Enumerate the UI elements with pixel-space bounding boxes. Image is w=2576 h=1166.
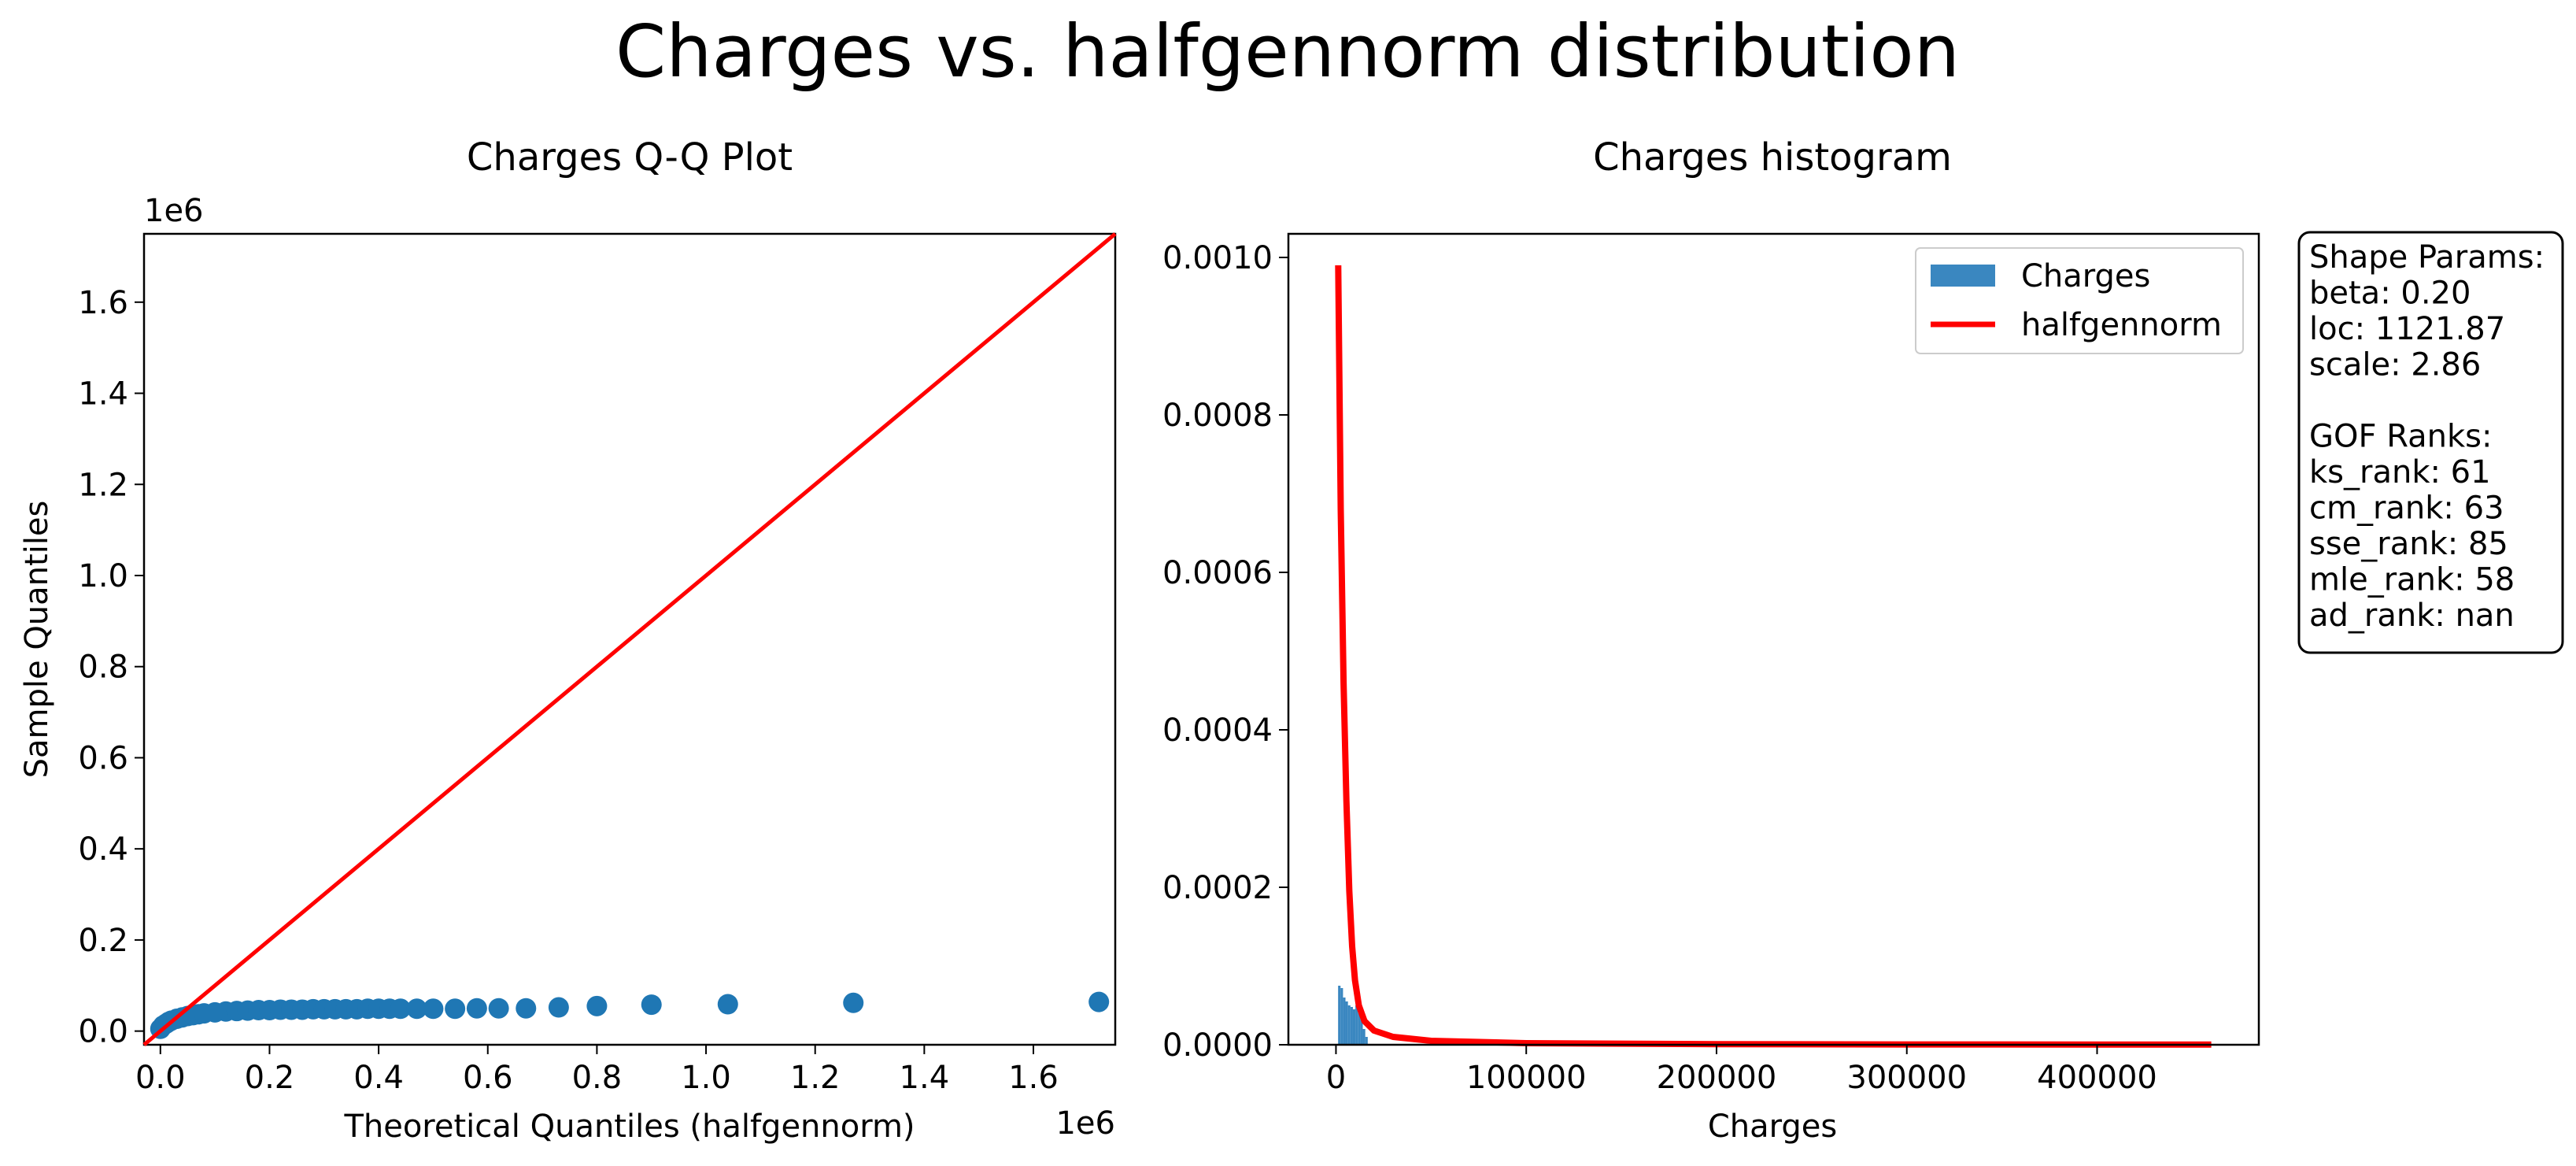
histogram-x-tick-label: 400000	[2037, 1060, 2157, 1096]
qq-y-tick-label: 0.6	[78, 740, 128, 776]
qq-x-tick-label: 0.0	[135, 1060, 186, 1096]
qq-x-tick-label: 0.6	[463, 1060, 513, 1096]
histogram-x-tick-label: 100000	[1466, 1060, 1587, 1096]
legend-label-charges: Charges	[2021, 258, 2150, 294]
params-line: loc: 1121.87	[2309, 311, 2505, 347]
qq-x-offset-label: 1e6	[1055, 1105, 1115, 1142]
histogram-bar	[1338, 986, 1341, 1045]
histogram-x-tick-label: 300000	[1846, 1060, 1967, 1096]
qq-x-tick-label: 0.2	[245, 1060, 295, 1096]
histogram-frame	[1287, 232, 2260, 1046]
histogram-x-ticks: 0 100000 200000 300000 400000	[1326, 1045, 2157, 1096]
qq-y-tick-label: 0.4	[78, 831, 128, 868]
histogram-bar	[1365, 1037, 1368, 1045]
histogram-bar	[1345, 1001, 1348, 1045]
histogram-bar	[1360, 1017, 1363, 1045]
qq-point	[843, 992, 864, 1013]
qq-point	[586, 995, 608, 1016]
params-line: beta: 0.20	[2309, 276, 2471, 312]
qq-x-tick-label: 1.6	[1008, 1060, 1059, 1096]
qq-point	[406, 998, 427, 1020]
qq-point	[445, 998, 466, 1020]
qq-plot-frame	[142, 232, 1117, 1046]
histogram-y-ticks: 0.0000 0.0002 0.0004 0.0006 0.0008 0.0010	[1162, 240, 1288, 1064]
qq-point	[390, 998, 411, 1020]
qq-y-tick-label: 1.0	[78, 558, 128, 594]
qq-y-tick-label: 1.2	[78, 467, 128, 503]
qq-point	[423, 998, 444, 1020]
qq-x-tick-label: 1.0	[681, 1060, 731, 1096]
histogram-legend: Charges halfgennorm	[1915, 247, 2244, 354]
histogram-bar	[1347, 1005, 1351, 1045]
params-line: Shape Params:	[2309, 239, 2545, 276]
histogram-y-tick-label: 0.0008	[1162, 398, 1273, 434]
histogram-x-tick-label: 0	[1326, 1060, 1346, 1096]
params-box-frame	[2297, 231, 2564, 654]
histogram-marks	[1335, 265, 2212, 1048]
qq-point	[466, 998, 487, 1019]
histogram-y-tick-label: 0.0004	[1162, 713, 1273, 749]
histogram-y-tick-label: 0.0010	[1162, 240, 1273, 276]
qq-point	[641, 994, 662, 1016]
qq-x-tick-label: 0.8	[572, 1060, 623, 1096]
params-line: ks_rank: 61	[2309, 454, 2491, 490]
qq-point	[1088, 991, 1110, 1012]
qq-x-tick-label: 1.2	[790, 1060, 841, 1096]
histogram-y-tick-label: 0.0006	[1162, 555, 1273, 591]
legend-label-halfgennorm: halfgennorm	[2021, 307, 2222, 343]
qq-y-tick-label: 1.6	[78, 285, 128, 321]
qq-x-tick-label: 1.4	[900, 1060, 950, 1096]
histogram-bar	[1350, 1007, 1353, 1045]
params-line: GOF Ranks:	[2309, 419, 2492, 455]
histogram-y-tick-label: 0.0000	[1162, 1027, 1273, 1064]
params-line: scale: 2.86	[2309, 347, 2481, 383]
histogram-y-tick-label: 0.0002	[1162, 870, 1273, 906]
qq-point	[717, 994, 738, 1015]
legend-frame	[1915, 247, 2244, 354]
histogram-bar	[1340, 988, 1343, 1045]
qq-y-tick-label: 0.2	[78, 923, 128, 959]
histogram-plot: Charges histogram 0 100000 200000 300000 400…	[1162, 135, 2260, 1145]
legend-bar-swatch	[1931, 265, 1995, 287]
histogram-bar	[1355, 1005, 1358, 1045]
qq-point	[516, 998, 537, 1019]
qq-x-axis-label: Theoretical Quantiles (halfgennorm)	[343, 1109, 915, 1145]
qq-y-ticks: 0.0 0.2 0.4 0.6 0.8 1.0 1.2 1.4 1.6	[78, 285, 144, 1050]
histogram-bar	[1352, 1009, 1356, 1045]
qq-plot: Charges Q-Q Plot 0.0 0.2 0.4 0.6 0.8 1.0 1.2 1.…	[19, 135, 1117, 1145]
histogram-title: Charges histogram	[1593, 135, 1952, 180]
qq-point	[488, 998, 509, 1019]
qq-y-axis-label: Sample Quantiles	[19, 501, 55, 779]
qq-x-tick-label: 0.4	[353, 1060, 404, 1096]
histogram-bar	[1362, 1029, 1366, 1045]
histogram-bar	[1343, 998, 1346, 1045]
qq-y-tick-label: 0.8	[78, 650, 128, 686]
params-line: sse_rank: 85	[2309, 526, 2508, 562]
qq-point	[548, 997, 569, 1018]
histogram-x-axis-label: Charges	[1708, 1109, 1837, 1145]
histogram-bar	[1358, 1012, 1361, 1045]
figure-title: Charges vs. halfgennorm distribution	[615, 9, 1960, 94]
halfgennorm-fit-line	[1335, 265, 2212, 1048]
qq-y-offset-label: 1e6	[144, 193, 204, 229]
qq-plot-marks	[142, 232, 1117, 1046]
params-line: mle_rank: 58	[2309, 562, 2515, 598]
qq-y-tick-label: 0.0	[78, 1014, 128, 1050]
qq-y-tick-label: 1.4	[78, 376, 128, 413]
params-line: cm_rank: 63	[2309, 490, 2504, 527]
qq-x-ticks: 0.0 0.2 0.4 0.6 0.8 1.0 1.2 1.4 1.6	[135, 1045, 1059, 1096]
qq-reference-line	[142, 232, 1117, 1046]
qq-plot-title: Charges Q-Q Plot	[467, 135, 793, 180]
params-line: ad_rank: nan	[2309, 598, 2515, 634]
histogram-x-tick-label: 200000	[1657, 1060, 1777, 1096]
